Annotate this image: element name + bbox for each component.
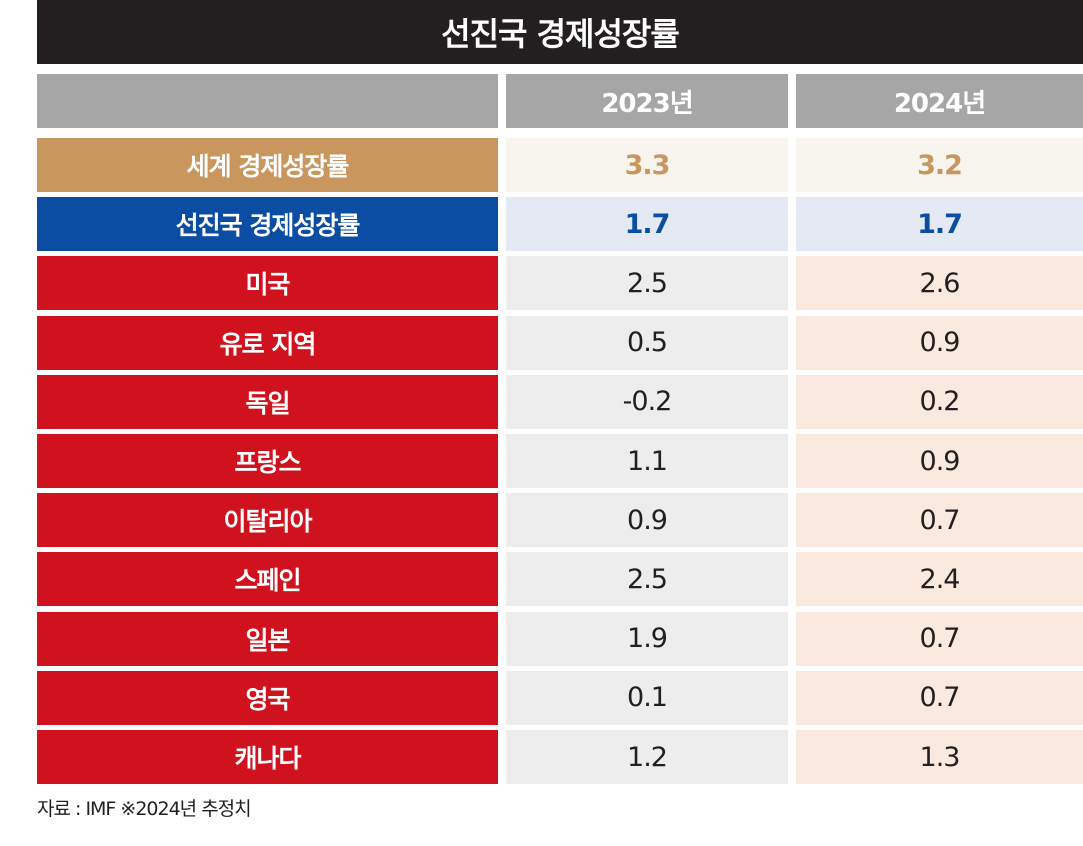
data-label: 1.2 [627, 741, 668, 773]
data-label: 1.3 [919, 741, 961, 773]
row-label-cell: 스페인 [37, 552, 498, 607]
data-label: 0.9 [627, 504, 668, 536]
value-cell-2023: 2.5 [506, 256, 788, 311]
value-cell-2023: 1.7 [506, 197, 788, 252]
value-cell-2024: 0.9 [796, 434, 1083, 488]
table-row: 세계 경제성장률 3.3 3.2 [37, 138, 1083, 192]
row-label-cell: 프랑스 [37, 434, 498, 488]
row-label-cell: 미국 [37, 256, 498, 311]
table-row: 일본 1.9 0.7 [37, 611, 1083, 666]
table-header-row: 2023년 2024년 [37, 74, 1083, 128]
row-label-cell: 일본 [37, 611, 498, 666]
value-cell-2023: 0.1 [506, 670, 788, 725]
data-label: 1.7 [624, 208, 671, 240]
table-row: 유로 지역 0.5 0.9 [37, 315, 1083, 370]
data-label: 3.2 [917, 149, 963, 181]
row-label: 스페인 [234, 566, 301, 596]
row-label-cell: 영국 [37, 670, 498, 725]
value-cell-2024: 2.6 [796, 256, 1083, 311]
data-label: 1.7 [917, 208, 963, 240]
data-label: 0.2 [919, 386, 961, 418]
table-row: 캐나다 1.2 1.3 [37, 730, 1083, 784]
value-cell-2024: 1.7 [796, 197, 1083, 252]
header-2024: 2024년 [796, 74, 1083, 128]
data-label: 2.5 [627, 563, 668, 595]
data-label: 3.3 [624, 149, 671, 181]
data-label: 1.1 [627, 445, 668, 477]
table-row: 독일 -0.2 0.2 [37, 374, 1083, 429]
value-cell-2023: 0.9 [506, 493, 788, 548]
data-label: 1.9 [627, 623, 668, 655]
row-label: 미국 [245, 270, 290, 300]
row-label-cell: 이탈리아 [37, 493, 498, 548]
data-label: 2.6 [919, 267, 961, 299]
table-row: 영국 0.1 0.7 [37, 670, 1083, 725]
data-label: -0.2 [622, 386, 673, 418]
row-label-cell: 유로 지역 [37, 315, 498, 370]
value-cell-2024: 3.2 [796, 138, 1083, 192]
source-note: 자료 : IMF ※2024년 추정치 [37, 798, 252, 820]
value-cell-2024: 0.7 [796, 670, 1083, 725]
row-label: 유로 지역 [219, 329, 317, 359]
data-label: 0.9 [919, 327, 961, 359]
value-cell-2024: 0.9 [796, 315, 1083, 370]
row-label: 이탈리아 [223, 507, 312, 537]
row-label-cell: 캐나다 [37, 730, 498, 784]
row-label: 일본 [245, 625, 290, 655]
header-2023: 2023년 [506, 74, 788, 128]
data-label: 2.4 [919, 563, 961, 595]
value-cell-2023: 2.5 [506, 552, 788, 607]
row-label: 선진국 경제성장률 [175, 211, 361, 241]
value-cell-2023: 1.9 [506, 611, 788, 666]
row-label: 독일 [245, 388, 290, 418]
header-label-cell [37, 74, 498, 128]
row-label: 영국 [245, 684, 290, 714]
value-cell-2023: 1.1 [506, 434, 788, 488]
data-label: 0.7 [919, 623, 961, 655]
value-cell-2023: 0.5 [506, 315, 788, 370]
data-label: 0.7 [919, 504, 961, 536]
table-row: 스페인 2.5 2.4 [37, 552, 1083, 607]
row-label: 프랑스 [234, 448, 301, 477]
row-label-cell: 세계 경제성장률 [37, 138, 498, 192]
data-label: 0.9 [919, 445, 961, 477]
value-cell-2024: 0.7 [796, 493, 1083, 548]
value-cell-2024: 2.4 [796, 552, 1083, 607]
data-label: 0.5 [627, 327, 668, 359]
value-cell-2024: 1.3 [796, 730, 1083, 784]
row-label-cell: 독일 [37, 374, 498, 429]
value-cell-2024: 0.2 [796, 374, 1083, 429]
table-row: 미국 2.5 2.6 [37, 256, 1083, 311]
table-row: 이탈리아 0.9 0.7 [37, 493, 1083, 548]
data-label: 2.5 [627, 267, 668, 299]
value-cell-2023: -0.2 [506, 374, 788, 429]
value-cell-2023: 3.3 [506, 138, 788, 192]
value-cell-2023: 1.2 [506, 730, 788, 784]
row-label: 세계 경제성장률 [186, 152, 350, 181]
table-row: 선진국 경제성장률 1.7 1.7 [37, 197, 1083, 252]
data-label: 0.1 [627, 682, 668, 714]
row-label-cell: 선진국 경제성장률 [37, 197, 498, 252]
row-label: 캐나다 [234, 744, 301, 773]
data-label: 0.7 [919, 682, 961, 714]
value-cell-2024: 0.7 [796, 611, 1083, 666]
table-row: 프랑스 1.1 0.9 [37, 434, 1083, 488]
chart-title: 선진국 경제성장률 [37, 0, 1083, 64]
